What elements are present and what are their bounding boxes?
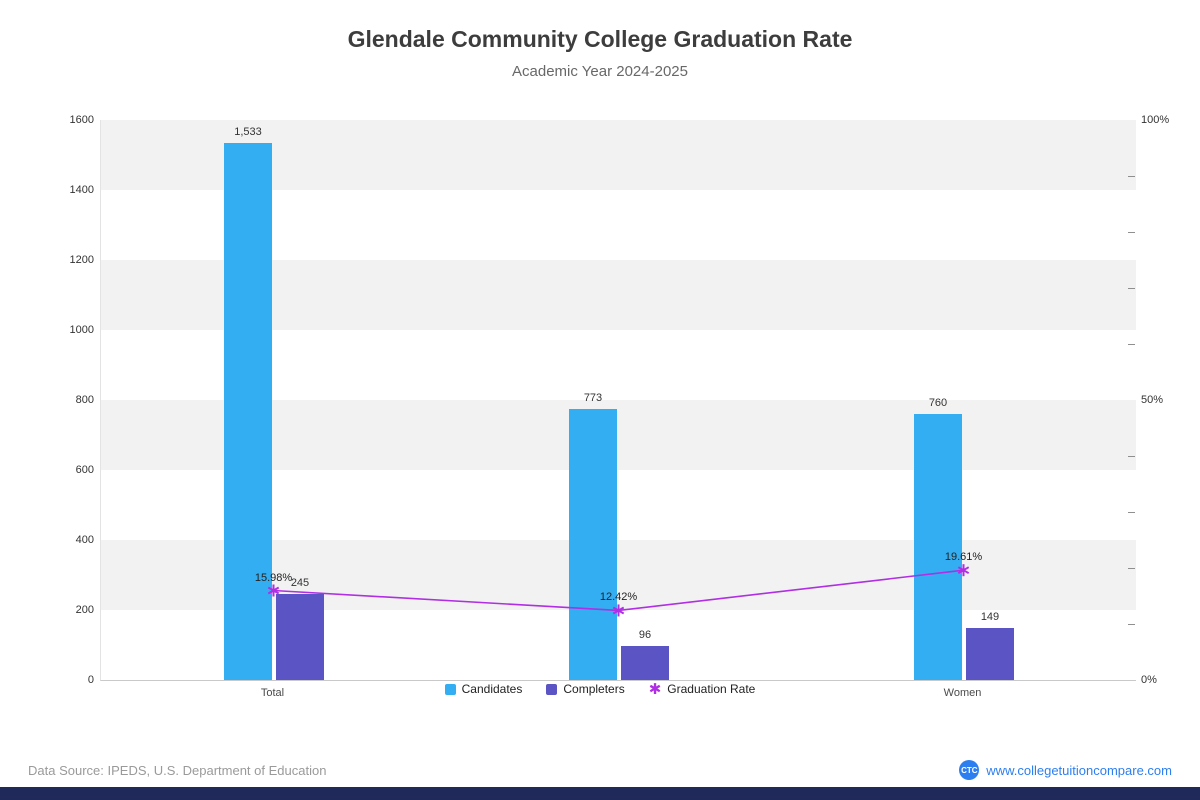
right-axis-minor-tick xyxy=(1128,176,1135,177)
right-axis-minor-tick xyxy=(1128,344,1135,345)
y-axis-tick-label: 400 xyxy=(75,534,94,546)
bar-candidates-total xyxy=(224,143,272,680)
category-label-total: Total xyxy=(260,687,285,699)
right-axis-tick-label: 0% xyxy=(1141,674,1157,686)
bar-value-label: 96 xyxy=(638,629,652,641)
legend-item-graduation-rate[interactable]: ✱ Graduation Rate xyxy=(648,680,756,698)
right-axis-minor-tick xyxy=(1128,456,1135,457)
legend-inner: Candidates Completers ✱ Graduation Rate xyxy=(428,680,772,699)
site-link-label[interactable]: www.collegetuitioncompare.com xyxy=(986,762,1172,778)
right-axis-tick-label: 100% xyxy=(1141,114,1170,126)
y-axis-tick-label: 200 xyxy=(75,604,94,616)
y-axis-tick-label: 800 xyxy=(75,394,94,406)
right-axis-minor-tick xyxy=(1128,512,1135,513)
bottom-accent-bar xyxy=(0,787,1200,800)
legend-item-completers[interactable]: Completers xyxy=(546,682,625,696)
ctc-logo-icon: CTC xyxy=(959,760,980,780)
site-link[interactable]: CTC www.collegetuitioncompare.com xyxy=(959,760,1172,780)
legend-label: Completers xyxy=(563,682,625,696)
right-axis-minor-tick xyxy=(1128,288,1135,289)
bar-completers-women xyxy=(966,628,1014,680)
legend-asterisk-icon: ✱ xyxy=(648,680,662,698)
bar-value-label: 773 xyxy=(583,392,603,404)
y-axis-tick-label: 1000 xyxy=(69,324,94,336)
bar-value-label: 1,533 xyxy=(234,126,262,138)
category-label-women: Women xyxy=(943,687,982,699)
graduation-rate-label: 19.61% xyxy=(944,551,983,564)
legend-label: Graduation Rate xyxy=(667,682,756,696)
graduation-rate-label: 15.98% xyxy=(254,571,293,584)
right-axis-minor-tick xyxy=(1128,568,1135,569)
bar-completers-men xyxy=(621,646,669,680)
graduation-rate-label: 12.42% xyxy=(599,591,638,604)
y-axis-tick-label: 1200 xyxy=(69,254,94,266)
bar-value-label: 149 xyxy=(980,611,1000,623)
bar-candidates-men xyxy=(569,409,617,680)
legend-swatch-icon xyxy=(444,683,456,695)
chart-title: Glendale Community College Graduation Ra… xyxy=(347,26,853,52)
legend-swatch-icon xyxy=(546,683,558,695)
right-axis-minor-tick xyxy=(1128,624,1135,625)
y-axis-tick-label: 1600 xyxy=(69,114,94,126)
bar-value-label: 760 xyxy=(928,397,948,409)
right-axis-minor-tick xyxy=(1128,232,1135,233)
bar-completers-total xyxy=(276,594,324,680)
plot-area: 1,533 245 773 96 760 149 15.98% 12.42% 19.61% xyxy=(100,120,1136,681)
y-axis-tick-label: 600 xyxy=(75,464,94,476)
right-axis-tick-label: 50% xyxy=(1141,394,1164,406)
data-source-note: Data Source: IPEDS, U.S. Department of E… xyxy=(28,763,327,778)
chart-subtitle: Academic Year 2024-2025 xyxy=(512,63,688,80)
legend-item-candidates[interactable]: Candidates xyxy=(444,682,523,696)
y-axis-tick-label: 0 xyxy=(87,674,94,686)
legend-label: Candidates xyxy=(461,682,523,696)
bar-candidates-women xyxy=(914,414,962,680)
legend: Candidates Completers ✱ Graduation Rate xyxy=(0,681,1200,699)
y-axis-tick-label: 1400 xyxy=(69,184,94,196)
